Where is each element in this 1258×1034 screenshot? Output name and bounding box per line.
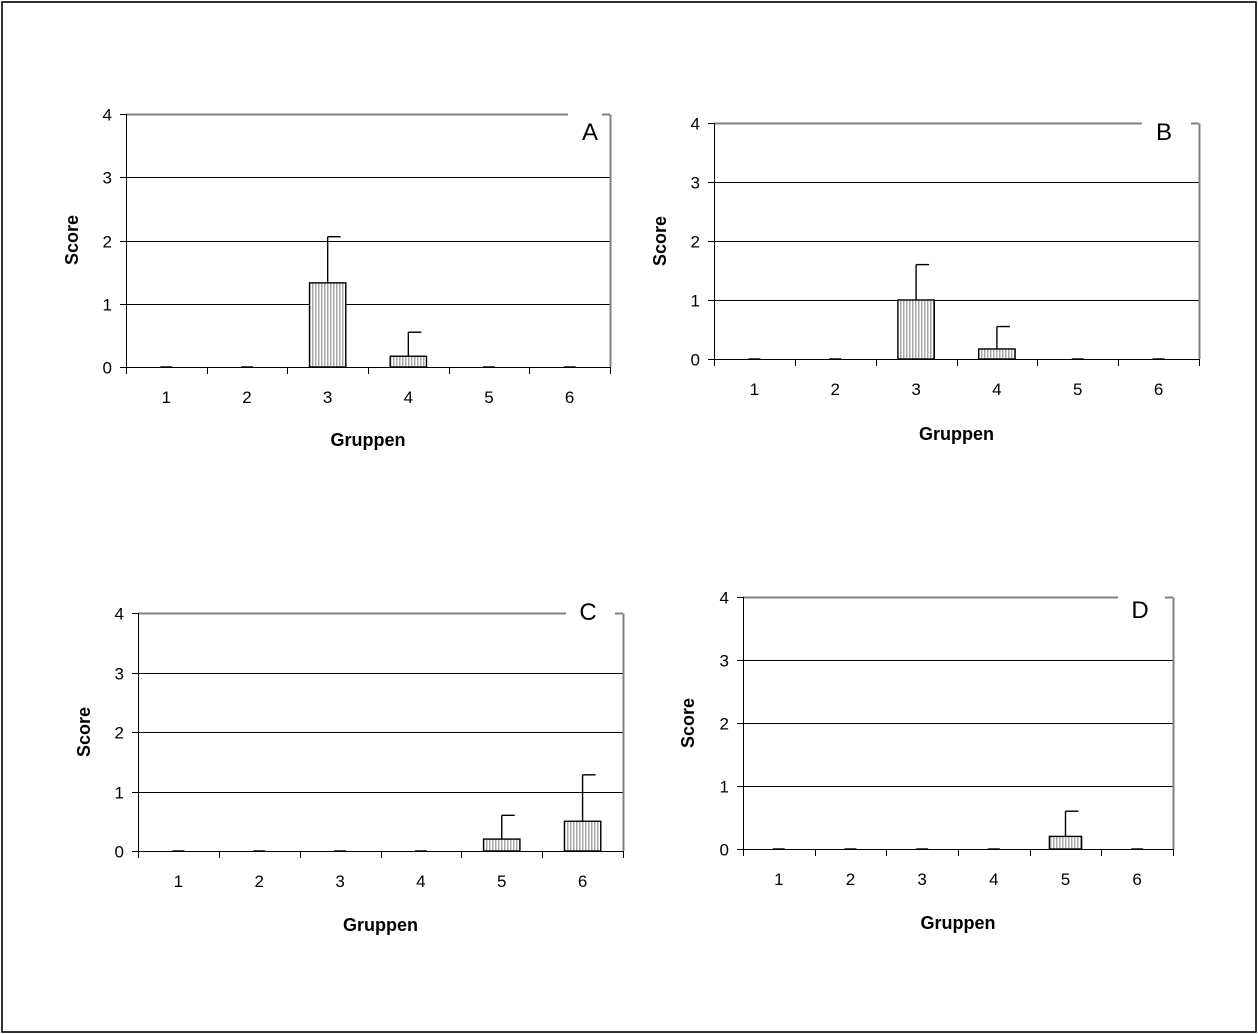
chart-panel-b: 0 1 2 3 4 1 2 3 4 5 6 Gruppen Score B bbox=[650, 115, 1201, 444]
x-tick-label: 4 bbox=[404, 388, 413, 407]
y-tick-label: 3 bbox=[691, 174, 700, 193]
panel-label: C bbox=[579, 599, 596, 626]
y-tick-label: 4 bbox=[115, 605, 124, 624]
y-tick-label: 4 bbox=[691, 115, 700, 134]
x-tick-label: 3 bbox=[911, 380, 920, 399]
y-tick-label: 1 bbox=[115, 784, 124, 803]
y-tick-label: 1 bbox=[691, 292, 700, 311]
y-tick-label: 0 bbox=[691, 351, 700, 370]
x-axis-title: Gruppen bbox=[919, 424, 994, 444]
x-tick-label: 1 bbox=[162, 388, 171, 407]
chart-panel-c: 0 1 2 3 4 1 2 3 4 5 6 Gruppen Score C bbox=[74, 599, 625, 935]
y-tick-label: 2 bbox=[691, 233, 700, 252]
x-tick-label: 2 bbox=[846, 870, 855, 889]
bar bbox=[389, 355, 428, 368]
y-axis-title: Score bbox=[62, 215, 82, 265]
panel-label: B bbox=[1156, 119, 1172, 146]
y-tick-label: 3 bbox=[720, 652, 729, 671]
x-axis-title: Gruppen bbox=[331, 430, 406, 450]
bar bbox=[482, 838, 521, 852]
x-tick-label: 5 bbox=[1061, 870, 1070, 889]
y-tick-label: 0 bbox=[103, 359, 112, 378]
y-tick-label: 0 bbox=[720, 841, 729, 860]
bar bbox=[308, 282, 347, 368]
y-tick-label: 4 bbox=[720, 589, 729, 608]
x-tick-label: 2 bbox=[255, 872, 264, 891]
x-tick-label: 5 bbox=[484, 388, 493, 407]
chart-panel-d: 0 1 2 3 4 1 2 3 4 5 6 Gruppen Score D bbox=[678, 589, 1175, 933]
x-tick-label: 1 bbox=[774, 870, 783, 889]
bar bbox=[978, 348, 1016, 360]
x-tick-label: 5 bbox=[1073, 380, 1082, 399]
x-tick-label: 3 bbox=[917, 870, 926, 889]
x-tick-label: 6 bbox=[1154, 380, 1163, 399]
x-tick-label: 6 bbox=[565, 388, 574, 407]
panel-label: D bbox=[1131, 597, 1148, 624]
x-tick-label: 5 bbox=[497, 872, 506, 891]
x-tick-label: 6 bbox=[1132, 870, 1141, 889]
y-tick-label: 1 bbox=[103, 296, 112, 315]
x-tick-label: 4 bbox=[989, 870, 998, 889]
chart-panel-a: 0 1 2 3 4 1 2 3 4 5 6 Gruppen Score A bbox=[62, 106, 612, 450]
y-axis-title: Score bbox=[650, 216, 670, 266]
x-tick-label: 1 bbox=[174, 872, 183, 891]
y-tick-label: 1 bbox=[720, 778, 729, 797]
y-tick-label: 2 bbox=[720, 715, 729, 734]
y-tick-label: 4 bbox=[103, 106, 112, 125]
x-tick-label: 2 bbox=[831, 380, 840, 399]
y-tick-label: 0 bbox=[115, 843, 124, 862]
x-axis-title: Gruppen bbox=[921, 913, 996, 933]
bar bbox=[1048, 835, 1083, 850]
x-tick-label: 6 bbox=[578, 872, 587, 891]
y-tick-label: 3 bbox=[103, 169, 112, 188]
x-tick-label: 3 bbox=[323, 388, 332, 407]
y-tick-label: 2 bbox=[115, 724, 124, 743]
x-tick-label: 2 bbox=[242, 388, 251, 407]
panel-label: A bbox=[582, 119, 598, 146]
y-axis-title: Score bbox=[74, 707, 94, 757]
x-tick-label: 4 bbox=[992, 380, 1001, 399]
x-tick-label: 4 bbox=[416, 872, 425, 891]
bar bbox=[897, 299, 935, 360]
x-axis-title: Gruppen bbox=[343, 915, 418, 935]
y-axis-title: Score bbox=[678, 698, 698, 748]
x-tick-label: 1 bbox=[750, 380, 759, 399]
x-tick-label: 3 bbox=[335, 872, 344, 891]
y-tick-label: 3 bbox=[115, 665, 124, 684]
bar bbox=[563, 820, 602, 852]
y-tick-label: 2 bbox=[103, 233, 112, 252]
